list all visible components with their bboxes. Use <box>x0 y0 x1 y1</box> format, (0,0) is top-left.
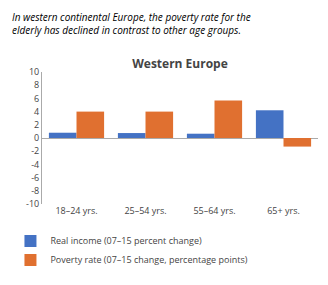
svg-text:-10: -10 <box>26 197 39 210</box>
svg-text:55–64 yrs.: 55–64 yrs. <box>193 204 235 217</box>
svg-text:-2: -2 <box>31 144 39 157</box>
svg-text:Western Europe: Western Europe <box>132 55 228 72</box>
svg-text:In western continental Europe,: In western continental Europe, the pover… <box>12 10 251 37</box>
svg-text:8: 8 <box>34 78 39 91</box>
svg-text:25–54 yrs.: 25–54 yrs. <box>124 204 166 217</box>
svg-text:6: 6 <box>34 92 39 105</box>
svg-text:65+ yrs.: 65+ yrs. <box>267 204 300 217</box>
svg-text:-4: -4 <box>31 158 39 171</box>
svg-text:Poverty rate (07–15 change, pe: Poverty rate (07–15 change, percentage p… <box>50 253 247 266</box>
svg-text:-8: -8 <box>31 184 39 197</box>
svg-text:2: 2 <box>34 118 39 131</box>
svg-text:4: 4 <box>34 105 39 118</box>
svg-text:10: 10 <box>29 65 39 78</box>
svg-text:0: 0 <box>34 131 39 144</box>
svg-text:-6: -6 <box>31 171 39 184</box>
svg-text:Real income (07–15 percent cha: Real income (07–15 percent change) <box>50 234 201 247</box>
svg-text:18–24 yrs.: 18–24 yrs. <box>55 204 97 217</box>
